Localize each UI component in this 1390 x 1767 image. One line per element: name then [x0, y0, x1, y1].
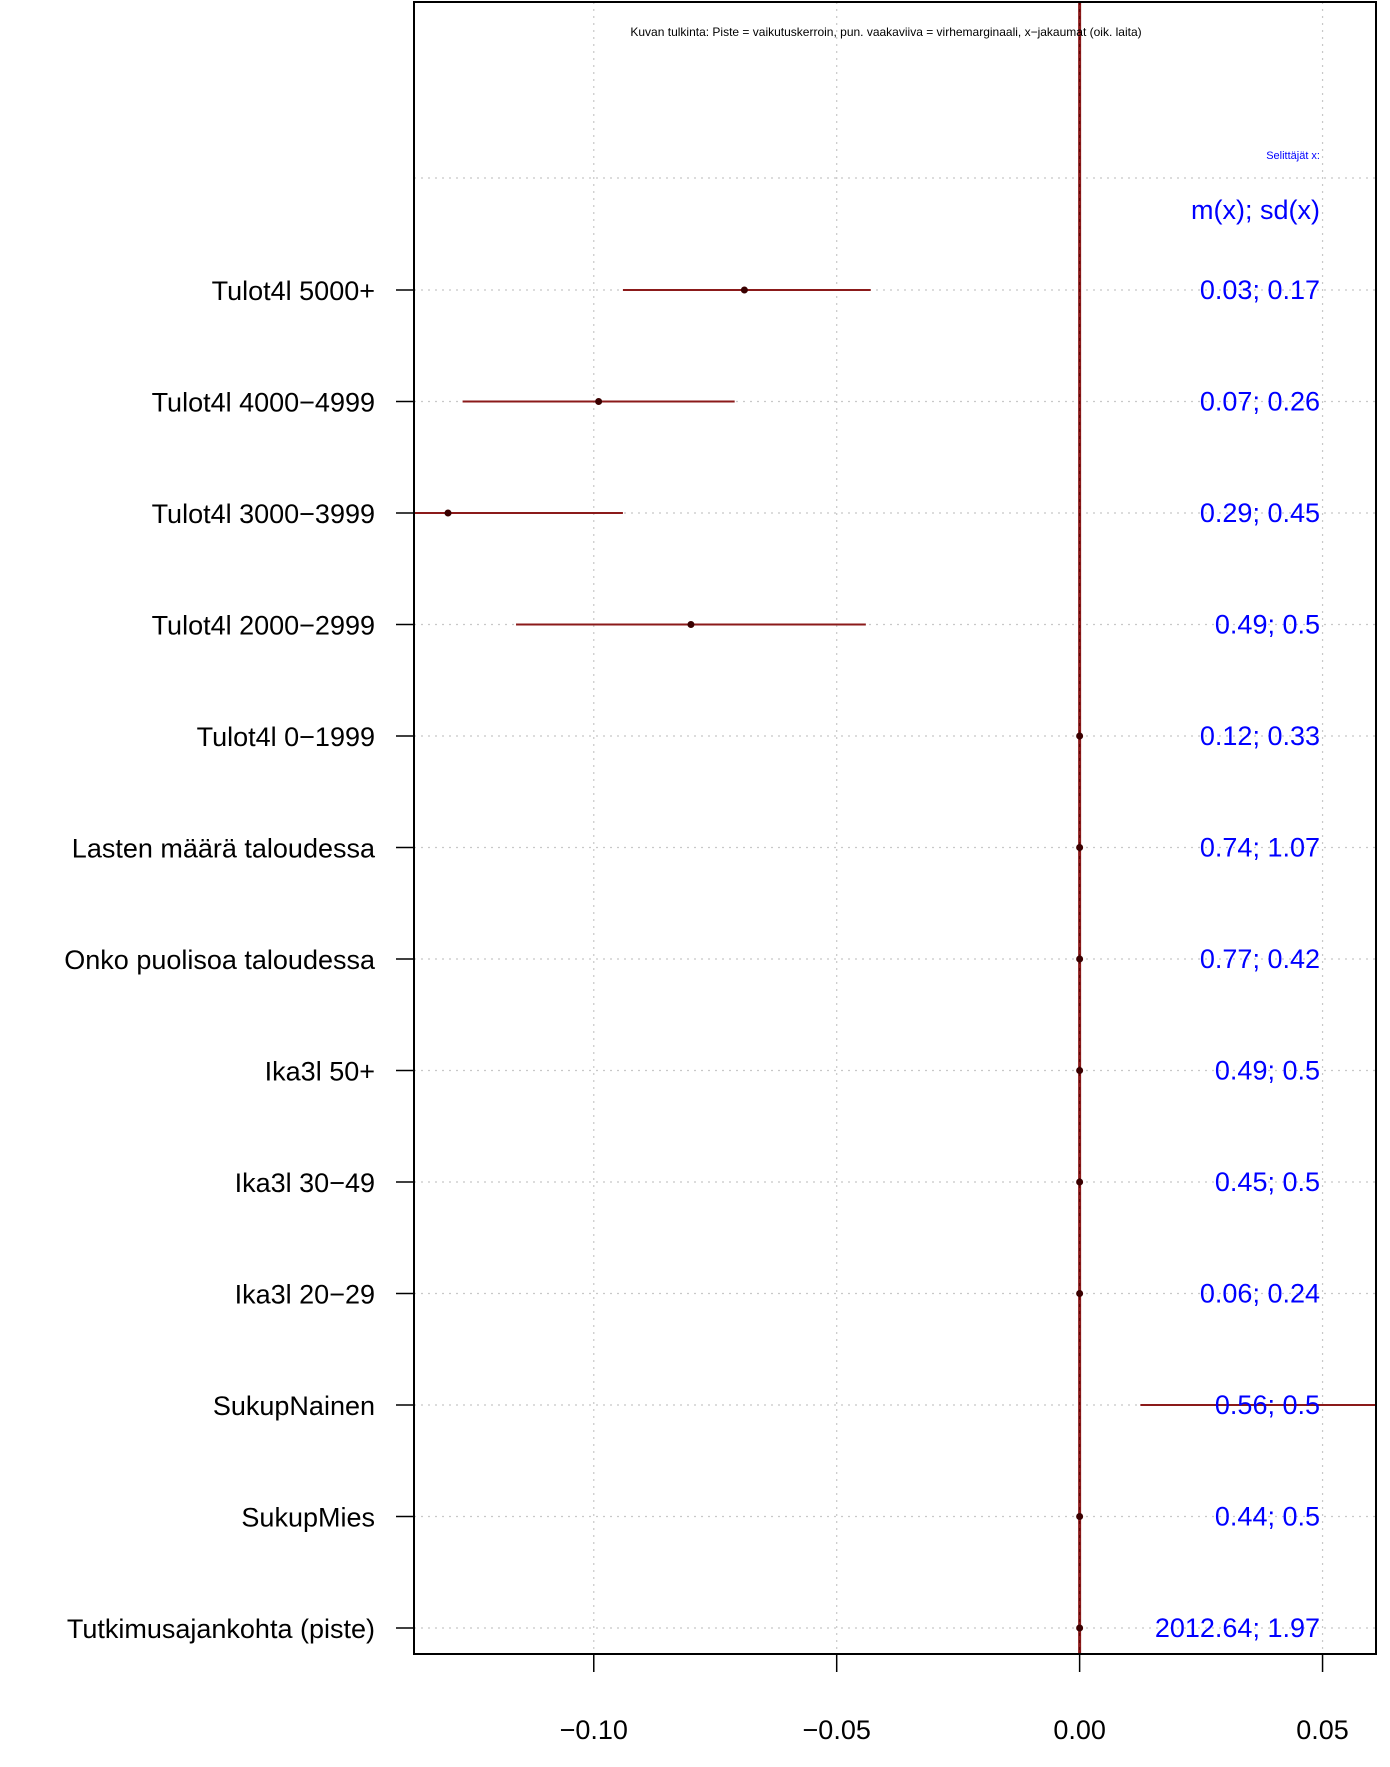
- x-axis: −0.10 −0.05 0.00 0.05: [560, 1654, 1349, 1745]
- y-tick-label: Tulot4l 4000−4999: [152, 388, 375, 418]
- row-stat: 0.29; 0.45: [1200, 498, 1320, 528]
- y-tick-label: Ika3l 30−49: [235, 1168, 375, 1198]
- y-tick-label: Tulot4l 3000−3999: [152, 499, 375, 529]
- y-tick-label: Tulot4l 5000+: [212, 276, 375, 306]
- estimate-point: [740, 286, 748, 294]
- interpretation-note: Kuvan tulkinta: Piste = vaikutuskerroin,…: [630, 25, 1141, 39]
- estimate-point: [595, 398, 603, 405]
- estimate-point: [1076, 955, 1084, 963]
- row-stat: 0.06; 0.24: [1200, 1279, 1320, 1309]
- estimate-point: [1076, 1624, 1084, 1632]
- x-tick-label: −0.05: [803, 1715, 871, 1745]
- y-tick-label: Lasten määrä taloudessa: [72, 834, 376, 864]
- y-tick-label: SukupNainen: [213, 1391, 375, 1421]
- y-tick-label: Tulot4l 0−1999: [197, 722, 375, 752]
- row-stat: 0.77; 0.42: [1200, 944, 1320, 974]
- plot-frame: [413, 1, 1377, 1655]
- row-stat: 0.56; 0.5: [1215, 1390, 1320, 1420]
- estimate-point: [1076, 732, 1084, 740]
- stats-header: m(x); sd(x): [1191, 195, 1320, 225]
- estimate-point: [1076, 1513, 1084, 1520]
- row-stat: 0.45; 0.5: [1215, 1167, 1320, 1197]
- x-tick-label: 0.00: [1053, 1715, 1106, 1745]
- estimate-points: [444, 286, 1084, 1632]
- y-tick-label: Tulot4l 2000−2999: [152, 611, 375, 641]
- row-stat: 0.12; 0.33: [1200, 721, 1320, 751]
- x-distribution-stats: 0.03; 0.17 0.07; 0.26 0.29; 0.45 0.49; 0.5 0…: [1155, 275, 1320, 1643]
- row-stat: 0.49; 0.5: [1215, 610, 1320, 640]
- row-stat: 0.07; 0.26: [1200, 387, 1320, 417]
- y-tick-label: Tutkimusajankohta (piste): [67, 1614, 375, 1644]
- estimate-point: [1076, 844, 1084, 851]
- estimate-point: [1076, 1178, 1084, 1186]
- row-stat: 2012.64; 1.97: [1155, 1613, 1320, 1643]
- row-stat: 0.49; 0.5: [1215, 1056, 1320, 1086]
- estimate-point: [444, 509, 452, 517]
- estimate-point: [1076, 1290, 1084, 1297]
- row-stat: 0.74; 1.07: [1200, 833, 1320, 863]
- y-axis: Tulot4l 5000+ Tulot4l 4000−4999 Tulot4l 30…: [64, 276, 414, 1644]
- row-stat: 0.03; 0.17: [1200, 275, 1320, 305]
- x-tick-label: −0.10: [560, 1715, 628, 1745]
- y-tick-label: SukupMies: [241, 1503, 375, 1533]
- y-tick-label: Ika3l 50+: [265, 1057, 375, 1087]
- y-tick-label: Onko puolisoa taloudessa: [64, 945, 376, 975]
- stats-title: Selittäjät x:: [1266, 150, 1320, 162]
- y-tick-label: Ika3l 20−29: [235, 1280, 375, 1310]
- estimate-point: [1076, 1067, 1084, 1074]
- row-stat: 0.44; 0.5: [1215, 1502, 1320, 1532]
- estimate-point: [687, 621, 695, 628]
- x-tick-label: 0.05: [1296, 1715, 1349, 1745]
